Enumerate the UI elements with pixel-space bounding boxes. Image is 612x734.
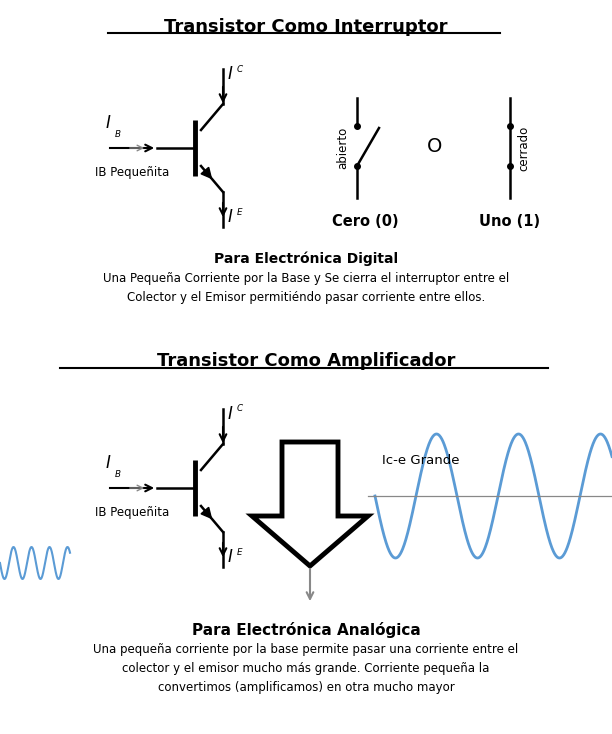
Text: Para Electrónica Digital: Para Electrónica Digital: [214, 252, 398, 266]
Polygon shape: [201, 507, 211, 518]
Text: IB Pequeñita: IB Pequeñita: [95, 506, 170, 519]
Text: Una Pequeña Corriente por la Base y Se cierra el interruptor entre el
Colector y: Una Pequeña Corriente por la Base y Se c…: [103, 272, 509, 304]
Text: cerrado: cerrado: [518, 126, 531, 170]
Text: Ic-e Grande: Ic-e Grande: [382, 454, 460, 467]
Text: Transistor Como Interruptor: Transistor Como Interruptor: [164, 18, 448, 36]
Text: $_E$: $_E$: [236, 205, 244, 217]
Text: $I$: $I$: [105, 454, 111, 472]
Text: $I$: $I$: [227, 65, 233, 83]
Text: $_B$: $_B$: [114, 467, 122, 480]
Text: Una pequeña corriente por la base permite pasar una corriente entre el
colector : Una pequeña corriente por la base permit…: [94, 643, 518, 694]
Text: $I$: $I$: [227, 548, 233, 566]
Text: Uno (1): Uno (1): [479, 214, 540, 229]
Text: O: O: [427, 137, 442, 156]
Text: IB Pequeñita: IB Pequeñita: [95, 166, 170, 179]
Text: $I$: $I$: [227, 405, 233, 423]
Text: $_C$: $_C$: [236, 401, 244, 415]
Text: $I$: $I$: [105, 114, 111, 132]
Text: $_E$: $_E$: [236, 545, 244, 558]
Polygon shape: [201, 167, 211, 178]
Text: Cero (0): Cero (0): [332, 214, 398, 229]
Text: $I$: $I$: [227, 208, 233, 226]
Text: Transistor Como Amplificador: Transistor Como Amplificador: [157, 352, 455, 370]
Text: abierto: abierto: [337, 127, 349, 169]
Text: Para Electrónica Analógica: Para Electrónica Analógica: [192, 622, 420, 638]
Text: $_C$: $_C$: [236, 62, 244, 74]
Polygon shape: [252, 442, 368, 566]
Text: $_B$: $_B$: [114, 127, 122, 140]
